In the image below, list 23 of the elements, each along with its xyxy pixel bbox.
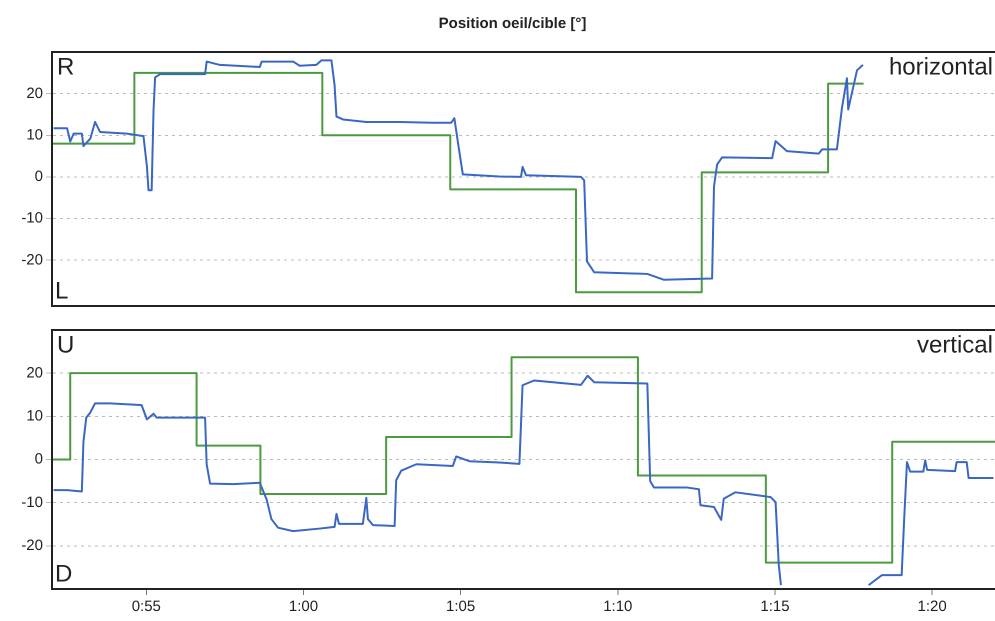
y-tick-label: -20 [21,536,43,554]
x-tick-label: 1:20 [918,598,947,616]
x-tick-label: 1:05 [446,598,476,616]
y-tick-label: 20 [26,84,43,102]
annotation: horizontal [888,54,993,81]
chart-title: Position oeil/cible [°] [438,14,588,34]
x-tick-label: 1:00 [288,598,318,616]
y-tick-label: -10 [21,210,43,227]
y-tick-label: 0 [34,450,43,468]
y-tick-label: -10 [21,494,43,511]
annotation: U [57,332,74,359]
annotation: L [55,278,68,305]
annotation: R [57,54,74,81]
y-tick-label: 0 [34,168,43,186]
x-tick-label: 1:15 [760,598,790,616]
y-tick-label: 10 [26,126,43,144]
annotation: D [55,560,72,588]
y-tick-label: -20 [21,251,43,268]
x-tick-label: 1:10 [603,598,632,616]
annotation: vertical [916,332,993,359]
y-tick-label: 10 [26,407,43,424]
x-tick-label: 0:55 [132,598,161,616]
y-tick-label: 20 [26,364,43,382]
